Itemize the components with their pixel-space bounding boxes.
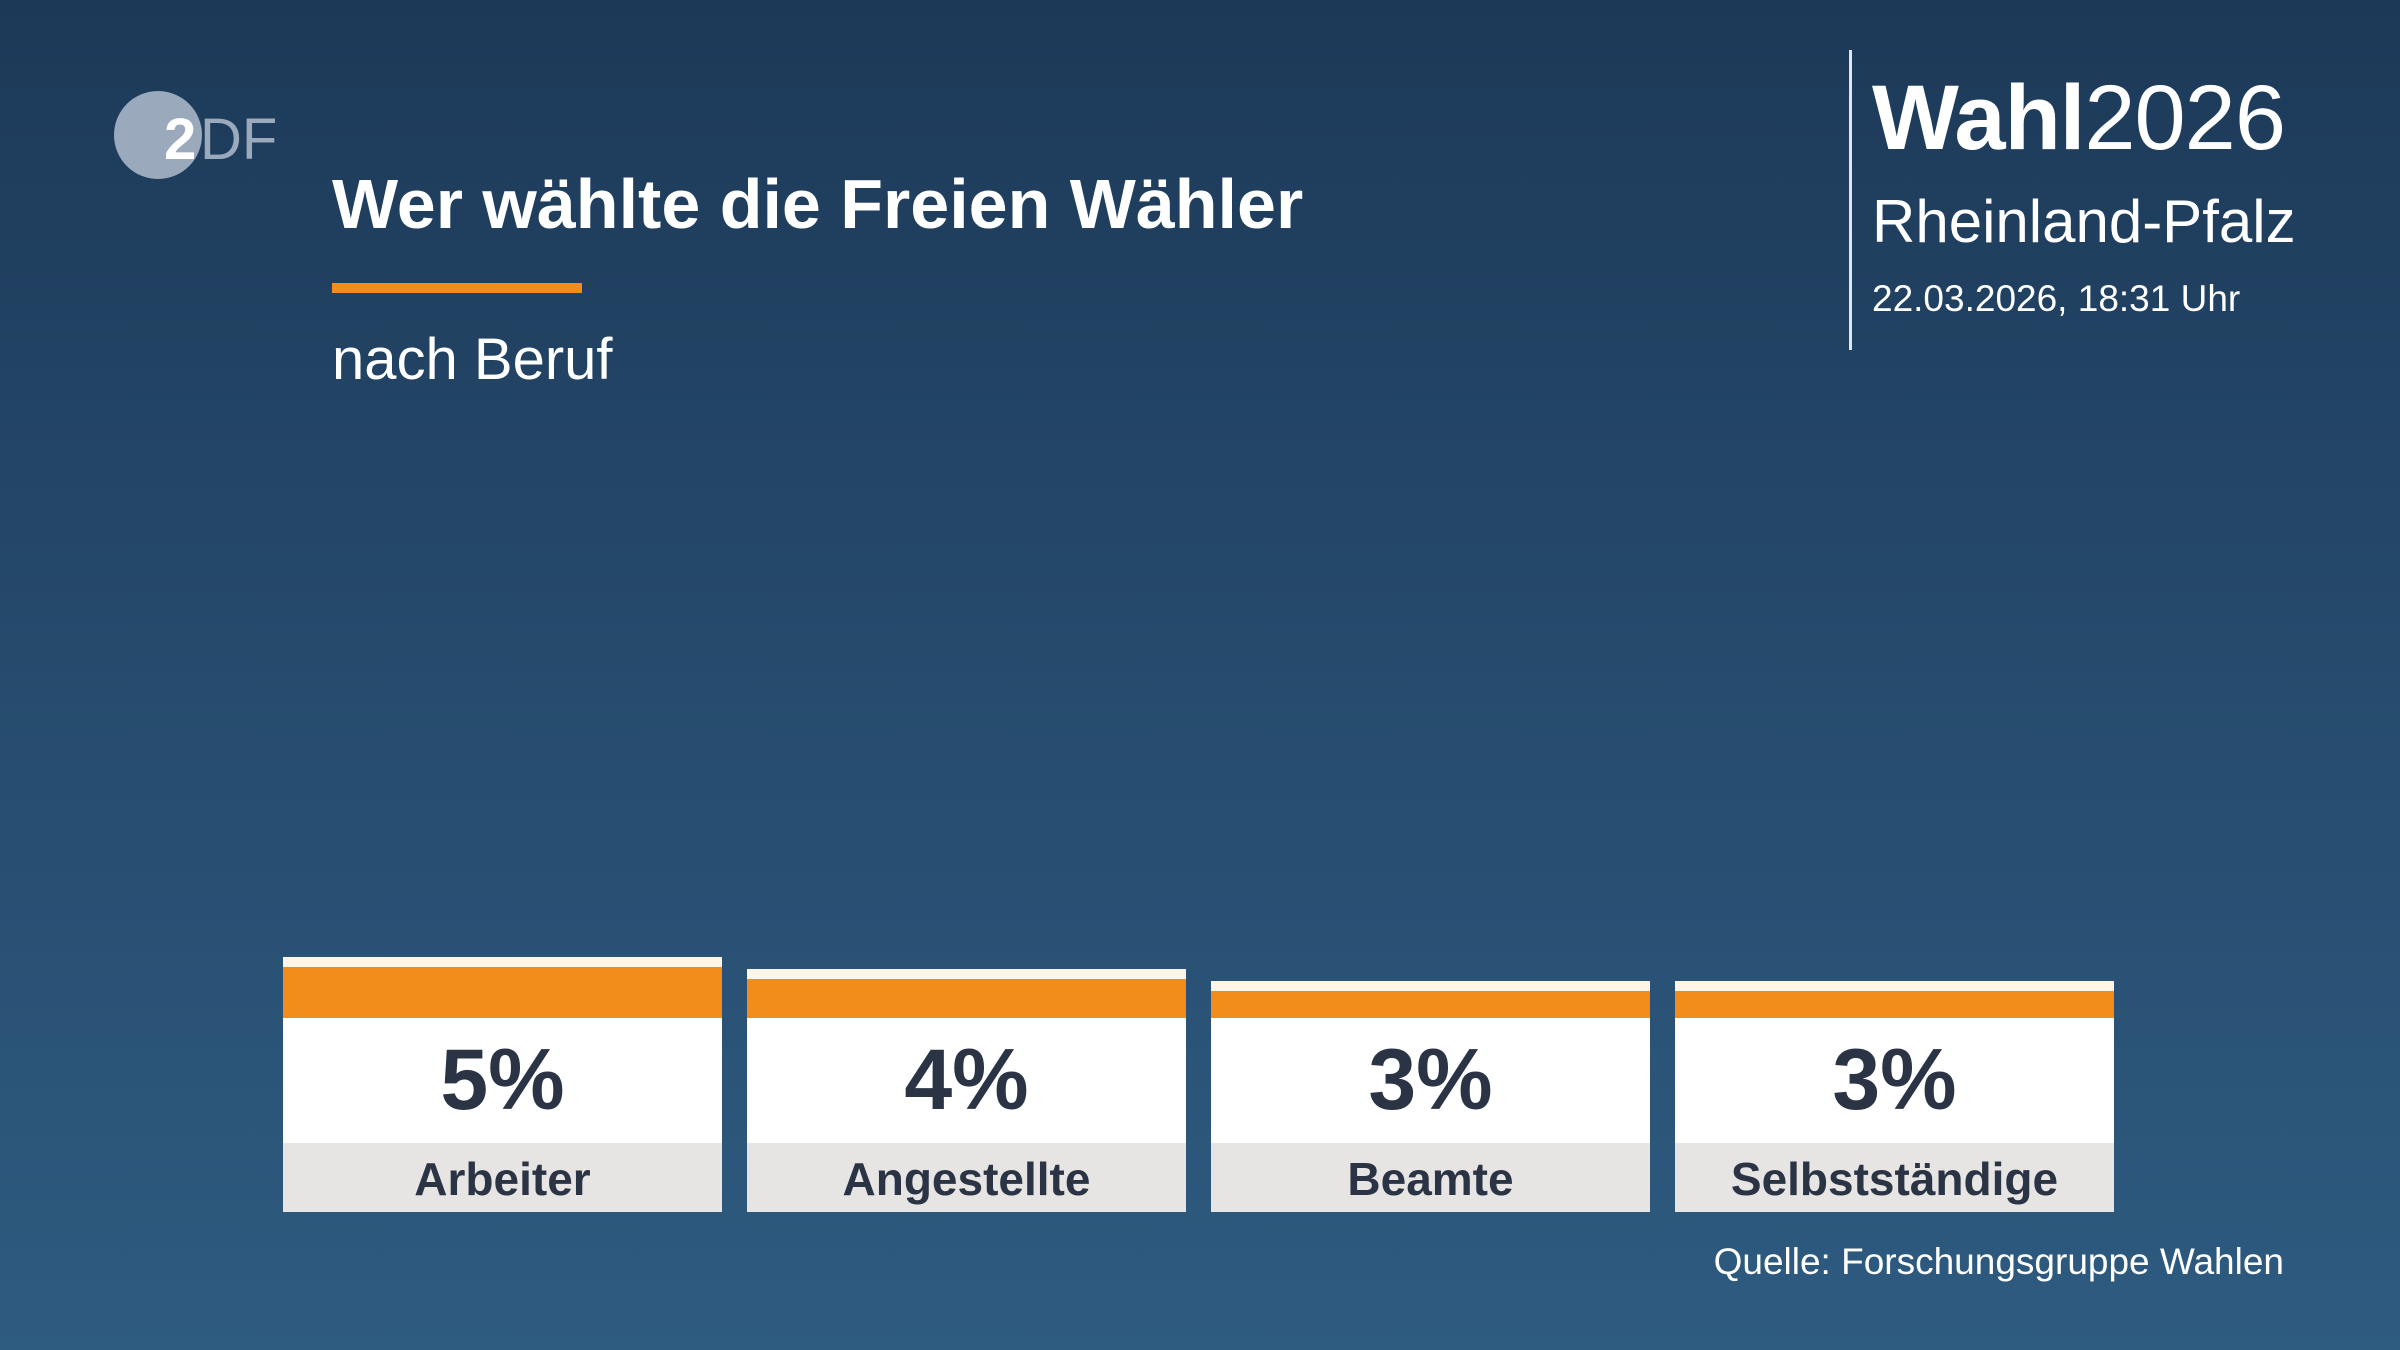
bar-fill [283, 967, 722, 1018]
zdf-logo: 2 DF [114, 91, 277, 179]
divider [1849, 50, 1852, 350]
region: Rheinland-Pfalz [1872, 188, 2296, 255]
bar-highlight [1675, 981, 2114, 992]
chart-title: Wer wählte die Freien Wähler [332, 165, 1304, 243]
bar-fill [1675, 991, 2114, 1018]
bar-highlight [1211, 981, 1650, 992]
category-label: Beamte [1211, 1143, 1650, 1212]
category-label: Selbstständige [1675, 1143, 2114, 1212]
value-label: 5% [283, 1018, 722, 1143]
title-underline [332, 283, 582, 293]
bar-fill [1211, 991, 1650, 1018]
election-brand: Wahl2026 [1872, 66, 2286, 171]
category-label: Arbeiter [283, 1143, 722, 1212]
brand-year: 2026 [2084, 67, 2286, 169]
timestamp: 22.03.2026, 18:31 Uhr [1872, 278, 2241, 319]
source-note: Quelle: Forschungsgruppe Wahlen [1713, 1241, 2284, 1282]
bar-highlight [747, 969, 1186, 980]
svg-text:2: 2 [164, 107, 196, 172]
bar-highlight [283, 957, 722, 967]
svg-text:DF: DF [200, 107, 277, 172]
value-label: 4% [747, 1018, 1186, 1143]
value-label: 3% [1675, 1018, 2114, 1143]
chart-subtitle: nach Beruf [332, 327, 613, 392]
brand-word: Wahl [1872, 67, 2085, 169]
bar-fill [747, 979, 1186, 1018]
category-label: Angestellte [747, 1143, 1186, 1212]
value-label: 3% [1211, 1018, 1650, 1143]
